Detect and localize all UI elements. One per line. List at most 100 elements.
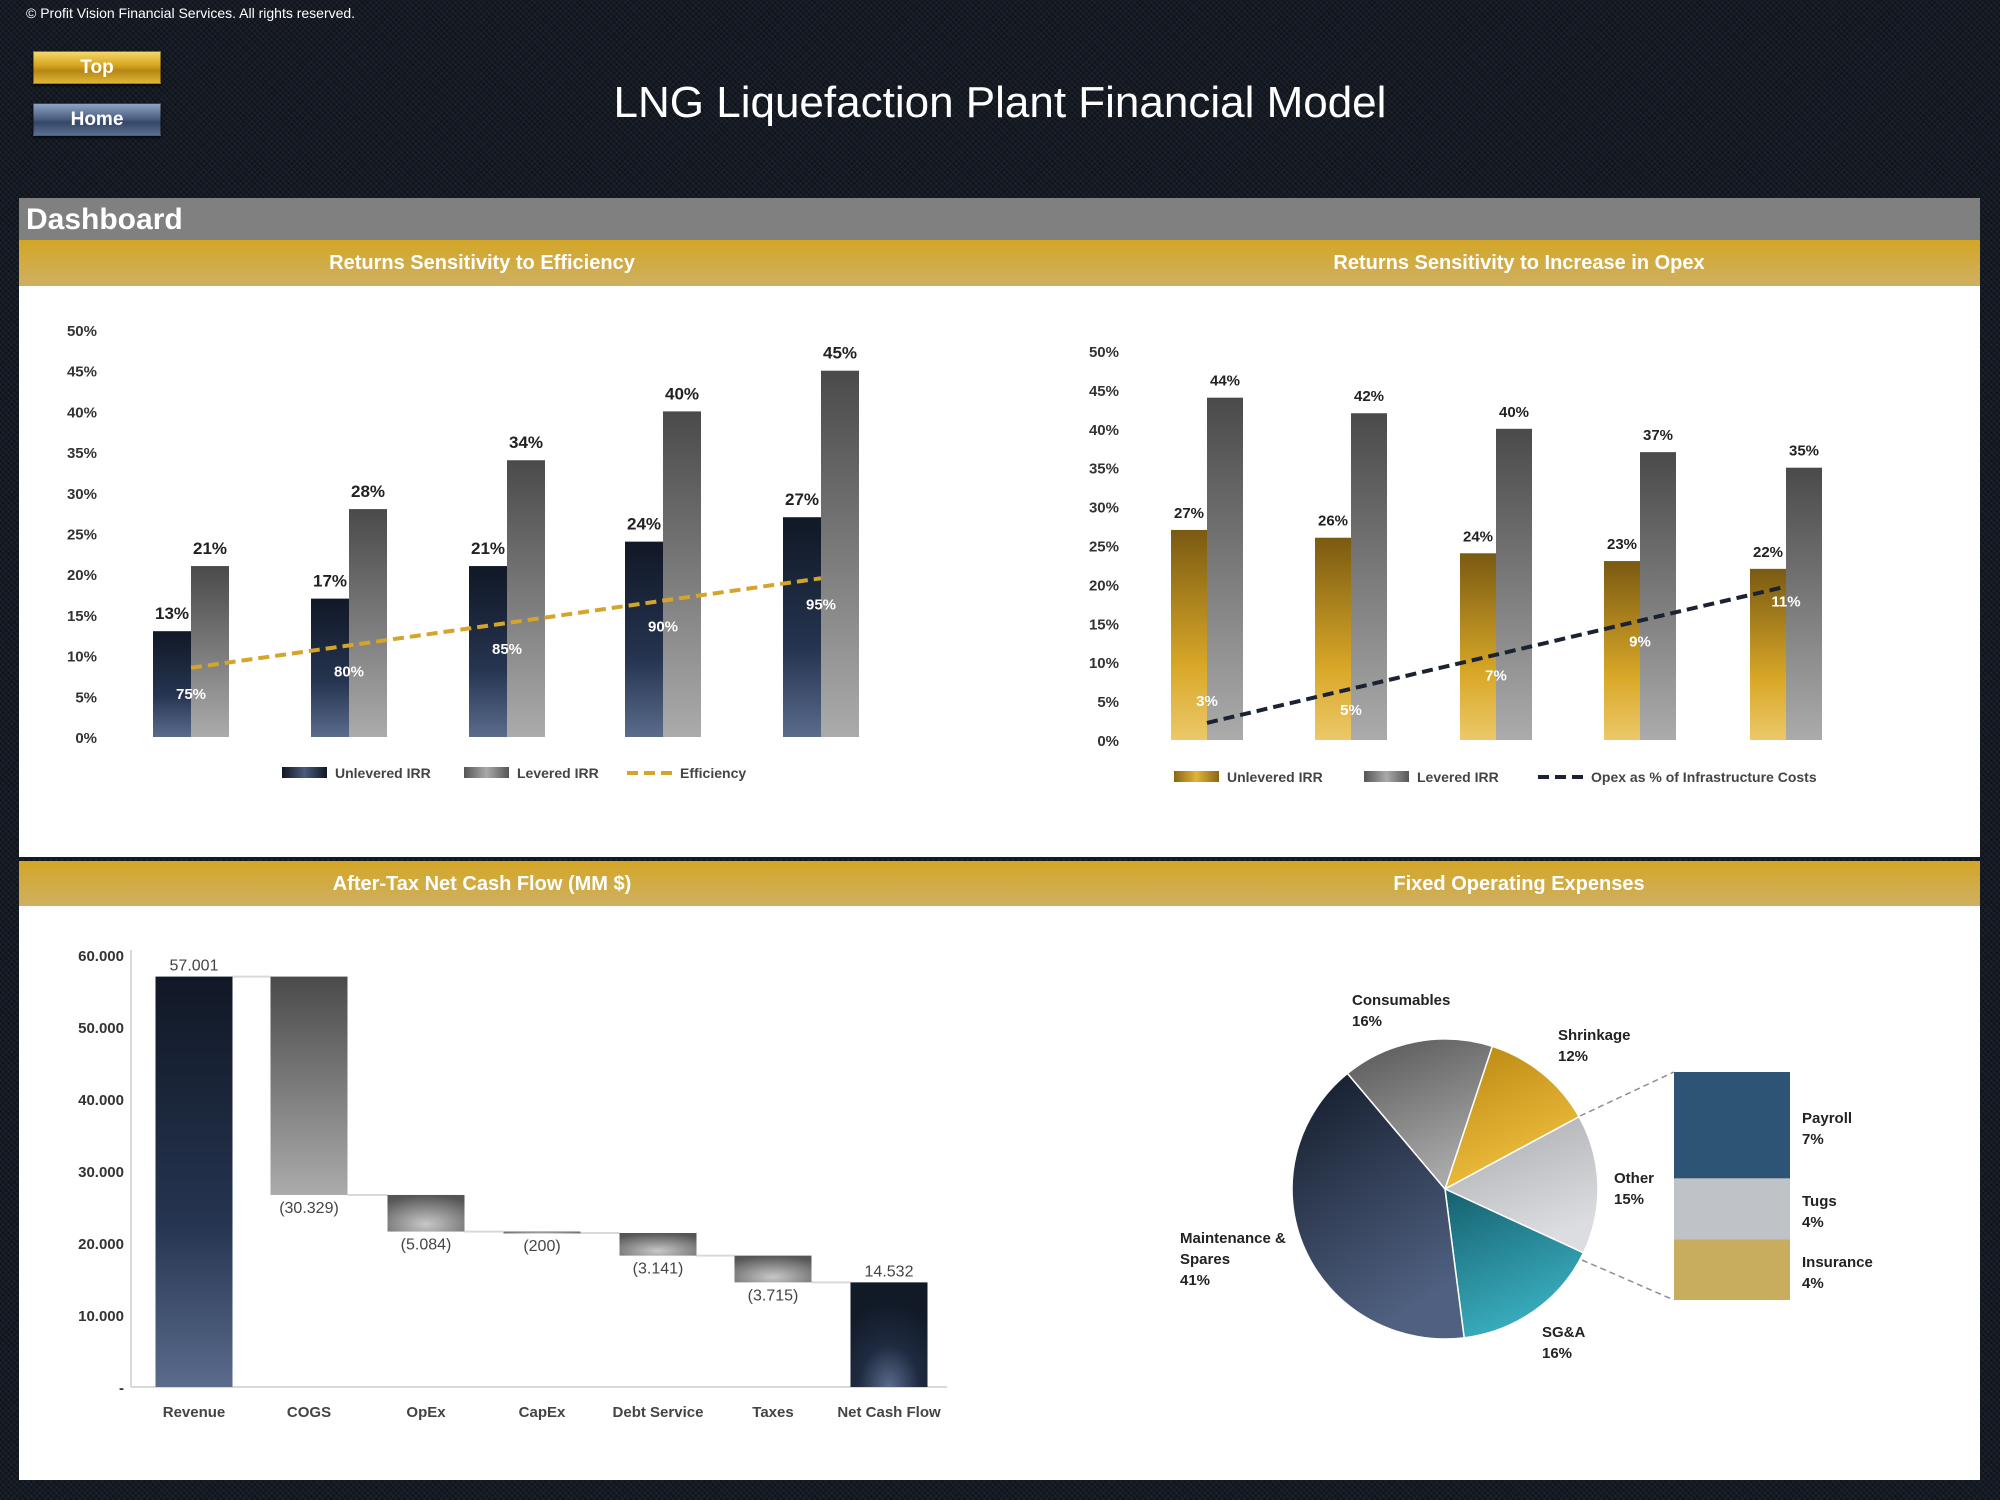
pie-label-name: Shrinkage xyxy=(1558,1027,1631,1044)
pie-label-value: 16% xyxy=(1542,1345,1572,1362)
x-tick-label: Debt Service xyxy=(613,1404,704,1421)
data-label-levered: 37% xyxy=(1643,427,1673,444)
y-tick-label: - xyxy=(119,1380,124,1397)
bar-unlevered-irr xyxy=(783,517,821,737)
bar-levered-irr xyxy=(191,566,229,737)
y-tick-label: 30.000 xyxy=(78,1164,124,1181)
y-tick-label: 60.000 xyxy=(78,948,124,965)
y-tick-label: 5% xyxy=(75,689,97,706)
efficiency-chart-title: Returns Sensitivity to Efficiency xyxy=(329,252,635,274)
waterfall-bar xyxy=(619,1233,697,1256)
data-label: (200) xyxy=(523,1238,560,1255)
data-label-levered: 44% xyxy=(1210,373,1240,390)
data-label-unlevered: 13% xyxy=(155,604,189,623)
y-tick-label: 35% xyxy=(67,445,97,462)
waterfall-bar xyxy=(850,1282,928,1387)
y-tick-label: 30% xyxy=(67,486,97,503)
bar-levered-irr xyxy=(1786,467,1822,740)
connector-line xyxy=(1579,1071,1675,1117)
waterfall-bar xyxy=(734,1255,812,1283)
connector-line xyxy=(1581,1259,1675,1301)
y-tick-label: 10% xyxy=(1089,655,1119,672)
data-label-line: 95% xyxy=(806,596,836,613)
pie-label-name: Spares xyxy=(1180,1251,1230,1268)
data-label-line: 5% xyxy=(1340,702,1362,719)
data-label-unlevered: 23% xyxy=(1607,536,1637,553)
data-label-levered: 42% xyxy=(1354,388,1384,405)
bar-levered-irr xyxy=(663,411,701,737)
y-tick-label: 15% xyxy=(67,608,97,625)
data-label-levered: 28% xyxy=(351,482,385,501)
bar-levered-irr xyxy=(349,509,387,737)
waterfall-bar xyxy=(503,1231,581,1234)
data-label: (3.141) xyxy=(633,1261,684,1278)
pie-label-value: 15% xyxy=(1614,1191,1644,1208)
legend-swatch-levered xyxy=(464,767,509,778)
opex-chart-title: Returns Sensitivity to Increase in Opex xyxy=(1333,252,1705,274)
pie-slice xyxy=(1291,1072,1466,1340)
data-label-unlevered: 24% xyxy=(1463,528,1493,545)
pie-label-name: Consumables xyxy=(1352,992,1450,1009)
breakdown-bar-segment xyxy=(1674,1178,1790,1240)
data-label-levered: 40% xyxy=(665,384,699,403)
legend-label: Opex as % of Infrastructure Costs xyxy=(1591,769,1817,785)
y-tick-label: 25% xyxy=(1089,539,1119,556)
pie-label-name: SG&A xyxy=(1542,1324,1586,1341)
bar-unlevered-irr xyxy=(1460,553,1496,740)
x-tick-label: COGS xyxy=(287,1404,331,1421)
home-button[interactable]: Home xyxy=(33,103,161,136)
data-label-unlevered: 22% xyxy=(1753,544,1783,561)
breakdown-label-name: Tugs xyxy=(1802,1193,1837,1210)
x-tick-label: Revenue xyxy=(163,1404,226,1421)
legend-label: Unlevered IRR xyxy=(1227,769,1323,785)
bar-levered-irr xyxy=(1351,413,1387,740)
data-label-unlevered: 21% xyxy=(471,539,505,558)
bar-unlevered-irr xyxy=(1315,537,1351,740)
x-tick-label: Taxes xyxy=(752,1404,793,1421)
data-label-line: 11% xyxy=(1771,594,1800,611)
bar-levered-irr xyxy=(821,370,859,737)
pie-slice xyxy=(1444,1187,1585,1339)
data-label-line: 9% xyxy=(1629,634,1651,651)
waterfall-bar xyxy=(155,976,233,1387)
data-label-line: 75% xyxy=(176,686,206,703)
bar-levered-irr xyxy=(1640,452,1676,740)
y-tick-label: 25% xyxy=(67,527,97,544)
bar-unlevered-irr xyxy=(625,541,663,737)
pie-label-name: Other xyxy=(1614,1170,1654,1187)
y-tick-label: 20.000 xyxy=(78,1236,124,1253)
bar-unlevered-irr xyxy=(153,631,191,737)
bar-unlevered-irr xyxy=(1750,568,1786,740)
data-label-levered: 40% xyxy=(1499,404,1529,421)
breakdown-bar-segment xyxy=(1674,1239,1790,1300)
pie-label-value: 41% xyxy=(1180,1272,1210,1289)
y-tick-label: 15% xyxy=(1089,616,1119,633)
bar-levered-irr xyxy=(1496,428,1532,740)
data-label-line: 90% xyxy=(648,619,678,636)
breakdown-label-value: 4% xyxy=(1802,1275,1824,1292)
y-tick-label: 40.000 xyxy=(78,1092,124,1109)
bar-levered-irr xyxy=(507,460,545,737)
data-label-levered: 45% xyxy=(823,344,857,363)
section-header: Dashboard xyxy=(19,198,1980,240)
y-tick-label: 10.000 xyxy=(78,1308,124,1325)
data-label: (3.715) xyxy=(748,1287,799,1304)
legend-swatch-levered xyxy=(1364,771,1409,782)
data-label: (5.084) xyxy=(401,1237,452,1254)
y-tick-label: 50% xyxy=(67,323,97,340)
y-tick-label: 40% xyxy=(67,404,97,421)
page-title: LNG Liquefaction Plant Financial Model xyxy=(613,78,1387,127)
x-tick-label: OpEx xyxy=(406,1404,446,1421)
top-button[interactable]: Top xyxy=(33,51,161,84)
data-label-unlevered: 26% xyxy=(1318,513,1348,530)
chart-header-band-bottom: After-Tax Net Cash Flow (MM $) Fixed Ope… xyxy=(19,861,1980,907)
data-label-unlevered: 17% xyxy=(313,572,347,591)
y-tick-label: 50% xyxy=(1089,344,1119,361)
y-tick-label: 0% xyxy=(1097,733,1119,750)
data-label-line: 7% xyxy=(1485,668,1507,685)
legend-label: Efficiency xyxy=(680,765,746,781)
breakdown-bar-segment xyxy=(1674,1072,1790,1179)
bar-unlevered-irr xyxy=(469,566,507,737)
legend-label: Unlevered IRR xyxy=(335,765,431,781)
